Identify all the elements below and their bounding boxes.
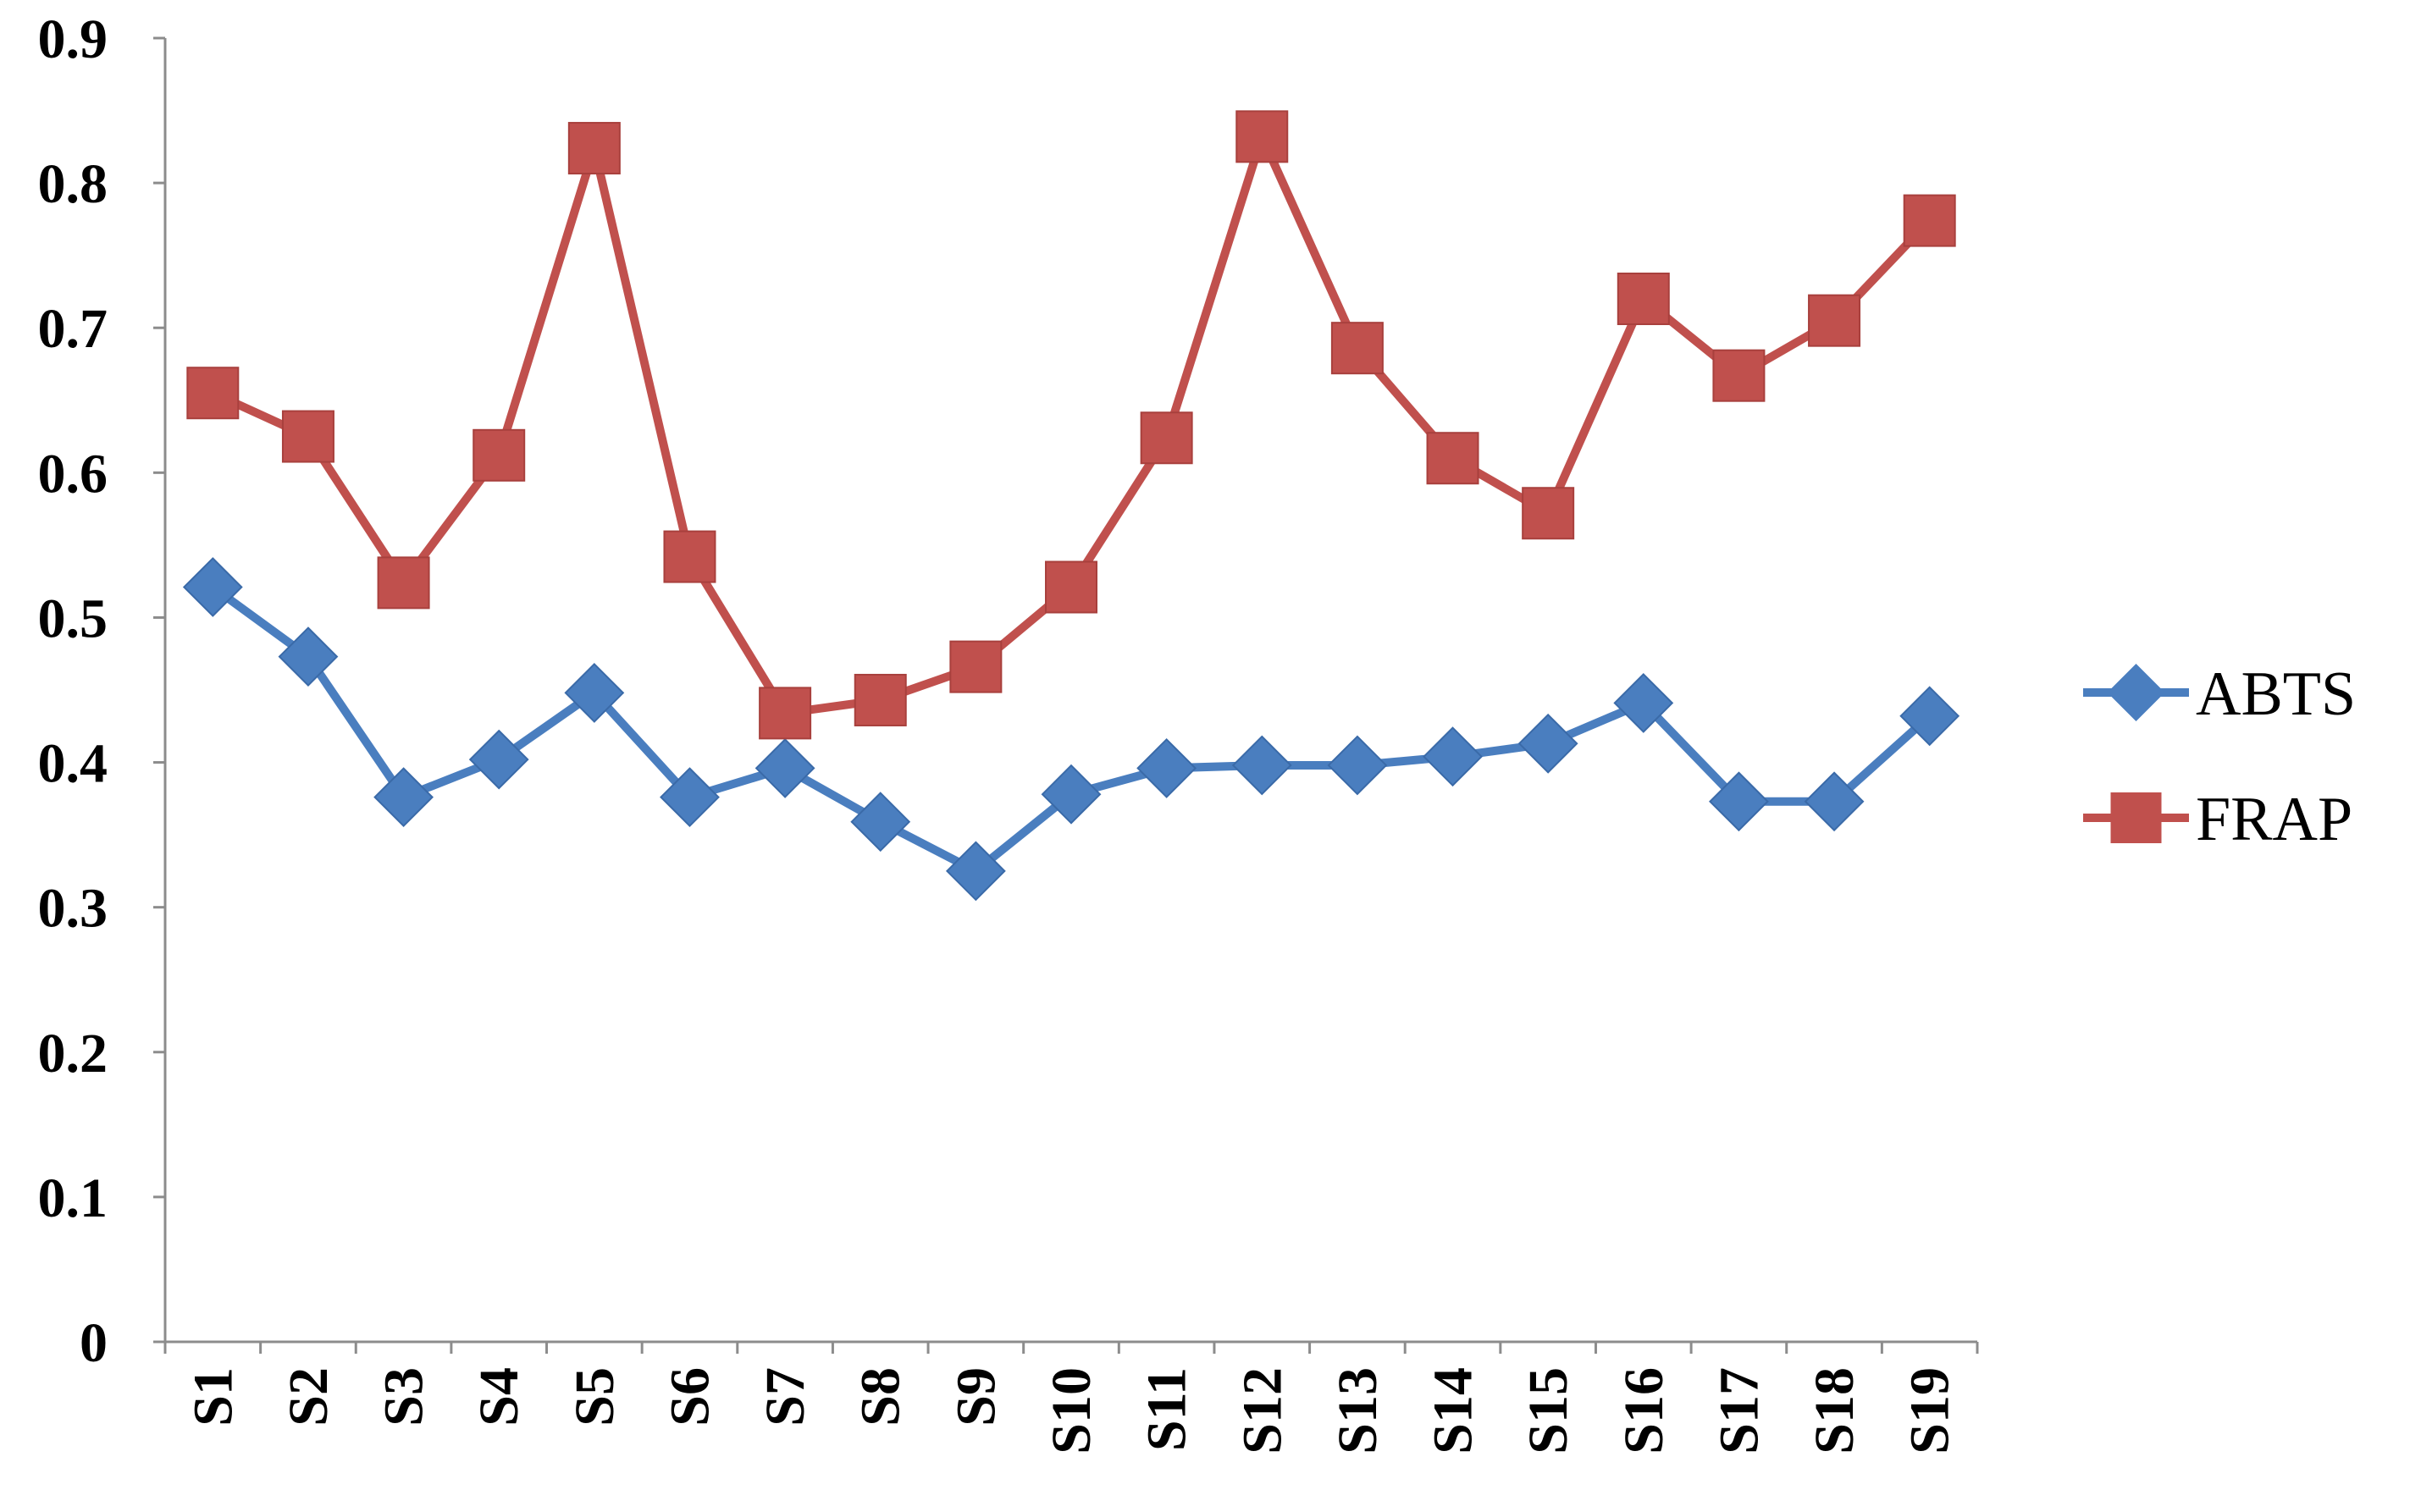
x-tick-label: S9: [945, 1367, 1007, 1426]
x-tick-label: S18: [1804, 1367, 1865, 1454]
data-point: [1613, 672, 1674, 733]
x-tick-label: S13: [1327, 1367, 1389, 1454]
data-point: [1617, 273, 1670, 325]
data-point: [949, 640, 1003, 693]
x-tick-label: S3: [373, 1367, 435, 1426]
data-point: [1712, 349, 1766, 402]
legend-marker: [2107, 664, 2165, 721]
series-line: [211, 132, 1933, 718]
x-tick-label: S7: [754, 1367, 816, 1426]
x-axis: S1 S2 S3 S4 S5 S6 S7 S8 S9 S10 S11 S12 S13 S14 S15 S16 S…: [163, 1340, 1979, 1454]
data-point: [1804, 771, 1865, 832]
data-point: [473, 428, 526, 482]
y-tick-label: 0.6: [38, 443, 108, 505]
legend: ABTS FRAP: [2083, 659, 2356, 854]
x-tick-label: S17: [1708, 1367, 1770, 1454]
y-tick-label: 0.8: [38, 153, 108, 215]
data-point: [564, 663, 625, 723]
data-point: [278, 626, 339, 687]
y-tick-label: 0.5: [38, 588, 108, 649]
x-tick-label: S12: [1231, 1367, 1293, 1454]
y-tick-label: 0.3: [38, 878, 108, 940]
data-point: [754, 737, 815, 798]
data-point: [377, 556, 430, 610]
data-point: [468, 729, 529, 790]
y-tick-label: 0: [80, 1312, 108, 1374]
data-point: [945, 841, 1006, 902]
data-point: [1426, 432, 1479, 485]
x-tick-label: S4: [468, 1367, 530, 1426]
data-point: [1522, 487, 1575, 540]
x-tick-label: S16: [1613, 1367, 1675, 1454]
x-tick-label: S1: [182, 1367, 244, 1426]
x-tick-label: S15: [1517, 1367, 1579, 1454]
data-point: [186, 367, 240, 420]
series-abts: [182, 557, 1960, 902]
data-point: [373, 767, 434, 828]
y-axis: 0 0.1 0.2 0.3 0.4 0.5 0.6 0.7 0.8 0.9: [38, 8, 167, 1374]
data-point: [1327, 735, 1388, 796]
x-tick-label: S10: [1041, 1367, 1103, 1454]
legend-label: ABTS: [2196, 659, 2356, 729]
data-point: [1517, 713, 1578, 774]
data-point: [850, 792, 911, 853]
series-layer: [182, 110, 1960, 902]
data-point: [1045, 560, 1097, 614]
data-point: [567, 122, 621, 175]
data-point: [1041, 764, 1102, 825]
data-point: [1423, 726, 1483, 787]
y-tick-label: 0.7: [38, 298, 108, 360]
x-tick-label: S2: [278, 1367, 340, 1426]
data-point: [1709, 771, 1769, 832]
data-point: [1330, 322, 1384, 375]
data-point: [182, 557, 243, 617]
legend-marker: [2110, 792, 2162, 843]
data-point: [660, 767, 720, 828]
data-point: [281, 410, 334, 463]
data-point: [854, 673, 907, 726]
x-tick-label: S8: [850, 1367, 912, 1426]
y-tick-label: 0.9: [38, 8, 108, 70]
legend-item-frap: FRAP: [2083, 785, 2352, 854]
legend-label: FRAP: [2196, 785, 2352, 854]
data-point: [1235, 110, 1289, 163]
data-point: [1140, 411, 1193, 465]
x-tick-label: S11: [1136, 1367, 1198, 1451]
y-tick-label: 0.1: [38, 1167, 108, 1229]
y-tick-label: 0.4: [38, 733, 108, 795]
x-tick-label: S19: [1899, 1367, 1961, 1454]
data-point: [1136, 737, 1197, 798]
data-point: [663, 530, 716, 583]
data-point: [1231, 735, 1292, 796]
data-point: [1899, 686, 1960, 747]
data-point: [1903, 194, 1956, 247]
data-point: [759, 687, 812, 740]
series-line: [210, 583, 1933, 875]
data-point: [1808, 294, 1861, 347]
legend-item-abts: ABTS: [2083, 659, 2356, 729]
x-tick-label: S6: [659, 1367, 721, 1426]
x-tick-label: S5: [564, 1367, 626, 1426]
series-frap: [186, 110, 1956, 740]
y-tick-label: 0.2: [38, 1023, 108, 1084]
x-tick-label: S14: [1423, 1367, 1484, 1454]
